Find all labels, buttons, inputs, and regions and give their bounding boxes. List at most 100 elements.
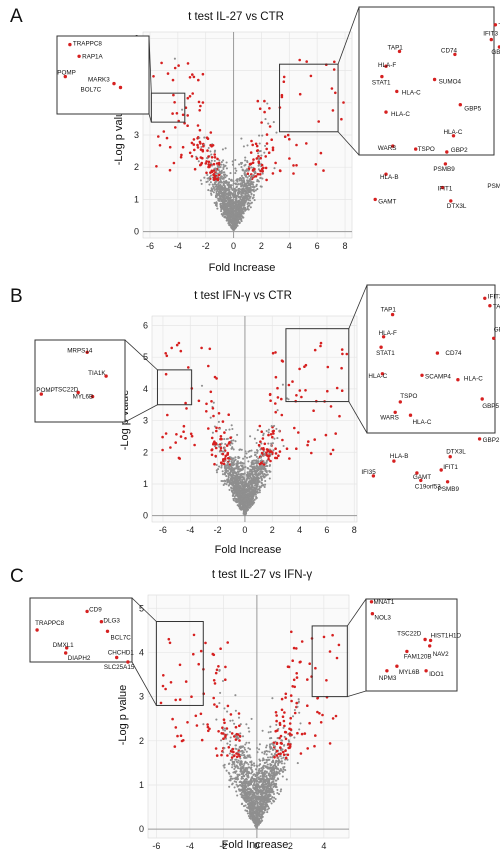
data-point	[239, 751, 241, 753]
data-point	[257, 152, 259, 154]
significant-point	[274, 351, 277, 354]
data-point	[234, 456, 236, 458]
significant-point	[279, 450, 282, 453]
data-point	[224, 443, 226, 445]
data-point	[252, 495, 254, 497]
significant-point	[332, 109, 335, 112]
significant-point	[210, 391, 213, 394]
significant-point	[177, 64, 180, 67]
data-point	[258, 764, 260, 766]
significant-point	[200, 156, 203, 159]
data-point	[236, 222, 238, 224]
significant-point	[191, 92, 194, 95]
significant-point	[288, 666, 291, 669]
inset-gene-label: PSMB9	[438, 486, 460, 493]
data-point	[230, 759, 232, 761]
data-point	[296, 706, 298, 708]
data-point	[236, 465, 238, 467]
inset-point	[419, 479, 422, 482]
data-point	[243, 747, 245, 749]
data-point	[228, 466, 230, 468]
significant-point	[255, 175, 258, 178]
data-point	[242, 467, 244, 469]
data-point	[219, 428, 221, 430]
data-point	[239, 215, 241, 217]
data-point	[269, 477, 271, 479]
data-point	[283, 445, 285, 447]
data-point	[240, 461, 242, 463]
data-point	[269, 787, 271, 789]
significant-point	[180, 734, 183, 737]
data-point	[263, 784, 265, 786]
significant-point	[155, 165, 158, 168]
data-point	[249, 780, 251, 782]
data-point	[243, 165, 245, 167]
data-point	[247, 205, 249, 207]
significant-point	[256, 145, 259, 148]
data-point	[263, 799, 265, 801]
data-point	[271, 743, 273, 745]
significant-point	[224, 734, 227, 737]
data-point	[266, 794, 268, 796]
data-point	[230, 776, 232, 778]
data-point	[253, 185, 255, 187]
data-point	[248, 166, 250, 168]
inset-gene-label: TSC22D	[54, 387, 79, 394]
data-point	[266, 811, 268, 813]
significant-point	[164, 352, 167, 355]
data-point	[257, 485, 259, 487]
y-tick-label: 6	[143, 321, 148, 331]
significant-point	[263, 100, 266, 103]
data-point	[241, 479, 243, 481]
significant-point	[319, 345, 322, 348]
data-point	[265, 746, 267, 748]
data-point	[232, 180, 234, 182]
data-point	[253, 762, 255, 764]
data-point	[247, 471, 249, 473]
data-point	[298, 728, 300, 730]
significant-point	[161, 436, 164, 439]
significant-point	[184, 437, 187, 440]
significant-point	[286, 447, 289, 450]
data-point	[244, 500, 246, 502]
data-point	[251, 189, 253, 191]
significant-point	[231, 732, 234, 735]
data-point	[260, 457, 262, 459]
data-point	[258, 777, 260, 779]
significant-point	[157, 135, 160, 138]
significant-point	[216, 754, 219, 757]
inset-gene-label: PSMB10	[487, 183, 500, 190]
data-point	[255, 768, 257, 770]
inset-point	[445, 150, 448, 153]
significant-point	[205, 162, 208, 165]
data-point	[244, 491, 246, 493]
y-tick-label: 1	[134, 194, 139, 204]
data-point	[254, 467, 256, 469]
data-point	[258, 135, 260, 137]
data-point	[206, 174, 208, 176]
significant-point	[232, 748, 235, 751]
significant-point	[238, 739, 241, 742]
data-point	[257, 460, 259, 462]
data-point	[260, 150, 262, 152]
data-point	[221, 175, 223, 177]
data-point	[272, 761, 274, 763]
significant-point	[182, 146, 185, 149]
data-point	[274, 748, 276, 750]
data-point	[282, 757, 284, 759]
significant-point	[172, 79, 175, 82]
data-point	[269, 791, 271, 793]
x-tick-label: 2	[270, 525, 275, 535]
significant-point	[229, 436, 232, 439]
significant-point	[224, 455, 227, 458]
significant-point	[294, 712, 297, 715]
data-point	[258, 758, 260, 760]
significant-point	[274, 402, 277, 405]
data-point	[218, 159, 220, 161]
data-point	[237, 736, 239, 738]
data-point	[281, 757, 283, 759]
data-point	[261, 178, 263, 180]
significant-point	[178, 342, 181, 345]
data-point	[257, 773, 259, 775]
data-point	[233, 461, 235, 463]
